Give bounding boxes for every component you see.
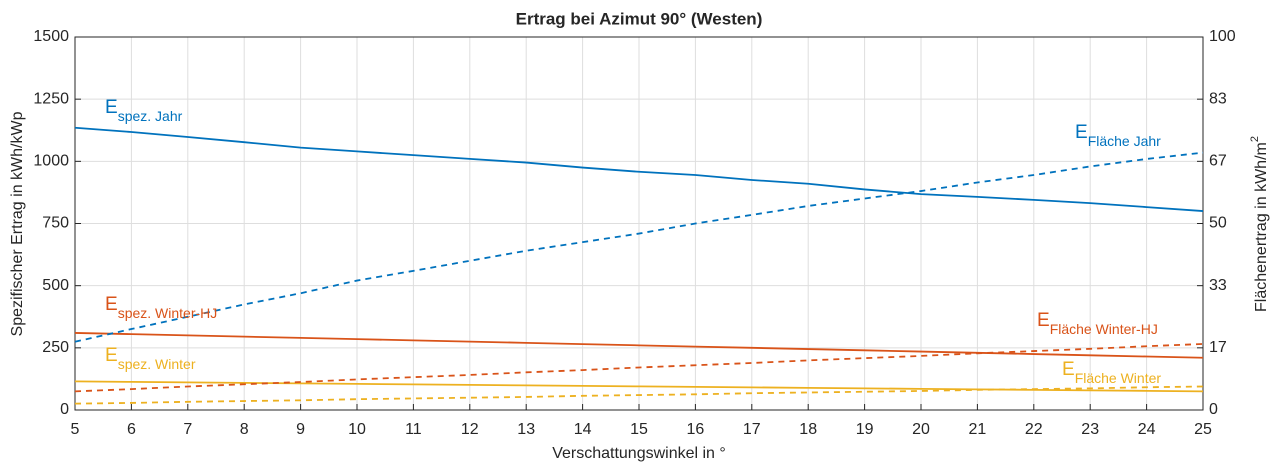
y2-axis-label-sup: 2 [1249, 136, 1261, 142]
x-tick-label: 7 [183, 421, 192, 438]
y-tick-label: 750 [42, 215, 69, 232]
annotation: Espez. Winter [105, 345, 196, 372]
x-tick-label: 9 [296, 421, 305, 438]
series-line [74, 151, 1204, 343]
x-tick-label: 12 [461, 421, 479, 438]
annotation-subscript: spez. Winter [118, 356, 196, 372]
annotation: EFläche Winter-HJ [1037, 310, 1158, 337]
x-tick-label: 14 [574, 421, 592, 438]
x-tick-label: 24 [1138, 421, 1156, 438]
x-tick-label: 13 [517, 421, 535, 438]
annotation-letter: E [1037, 310, 1050, 331]
y2-axis-label-main: Flächenertrag in kWh/m [1253, 142, 1270, 312]
series-line [74, 126, 1204, 212]
x-tick-label: 23 [1081, 421, 1099, 438]
y2-tick-label: 100 [1209, 28, 1236, 45]
y2-tick-label: 50 [1209, 215, 1227, 232]
x-tick-label: 11 [405, 421, 422, 438]
x-tick-label: 6 [127, 421, 136, 438]
x-tick-label: 15 [630, 421, 648, 438]
series-line [74, 343, 1204, 393]
annotation: EFläche Jahr [1075, 122, 1161, 149]
x-tick-label: 19 [856, 421, 874, 438]
y2-tick-label: 17 [1209, 339, 1227, 356]
y-tick-label: 1250 [33, 90, 69, 107]
annotation-letter: E [105, 294, 118, 315]
annotation: Espez. Winter-HJ [105, 294, 217, 321]
x-tick-label: 5 [71, 421, 80, 438]
series-line [74, 385, 1204, 405]
y2-axis-label: Flächenertrag in kWh/m2 [1249, 136, 1270, 312]
annotation: Espez. Jahr [105, 97, 183, 124]
y-axis-label: Spezifischer Ertrag in kWh/kWp [9, 111, 26, 336]
annotation-subscript: Fläche Winter-HJ [1050, 321, 1158, 337]
x-tick-label: 18 [799, 421, 817, 438]
y2-tick-label: 83 [1209, 90, 1227, 107]
annotation-subscript: Fläche Winter [1075, 370, 1162, 386]
annotation-letter: E [1075, 122, 1088, 143]
annotation-letter: E [105, 345, 118, 366]
x-tick-label: 21 [969, 421, 987, 438]
x-tick-label: 22 [1025, 421, 1043, 438]
x-tick-label: 20 [912, 421, 930, 438]
y-tick-label: 0 [60, 401, 69, 418]
x-tick-label: 16 [687, 421, 705, 438]
y-tick-label: 500 [42, 277, 69, 294]
series-line [74, 332, 1204, 359]
x-tick-label: 17 [743, 421, 761, 438]
plot-frame [74, 36, 1204, 411]
y2-tick-label: 0 [1209, 401, 1218, 418]
y-tick-label: 1000 [33, 153, 69, 170]
annotation-subscript: spez. Winter-HJ [118, 305, 218, 321]
y-tick-label: 250 [42, 339, 69, 356]
x-tick-label: 8 [240, 421, 249, 438]
annotation-subscript: Fläche Jahr [1088, 133, 1161, 149]
y2-tick-label: 33 [1209, 277, 1227, 294]
annotation-subscript: spez. Jahr [118, 108, 183, 124]
annotation: EFläche Winter [1062, 359, 1161, 386]
x-tick-label: 10 [348, 421, 366, 438]
x-tick-label: 25 [1194, 421, 1212, 438]
annotation-letter: E [1062, 359, 1075, 380]
y-tick-label: 1500 [33, 28, 69, 45]
chart-title: Ertrag bei Azimut 90° (Westen) [516, 9, 763, 28]
annotation-letter: E [105, 97, 118, 118]
y2-tick-label: 67 [1209, 153, 1227, 170]
x-axis-label: Verschattungswinkel in ° [552, 445, 726, 462]
